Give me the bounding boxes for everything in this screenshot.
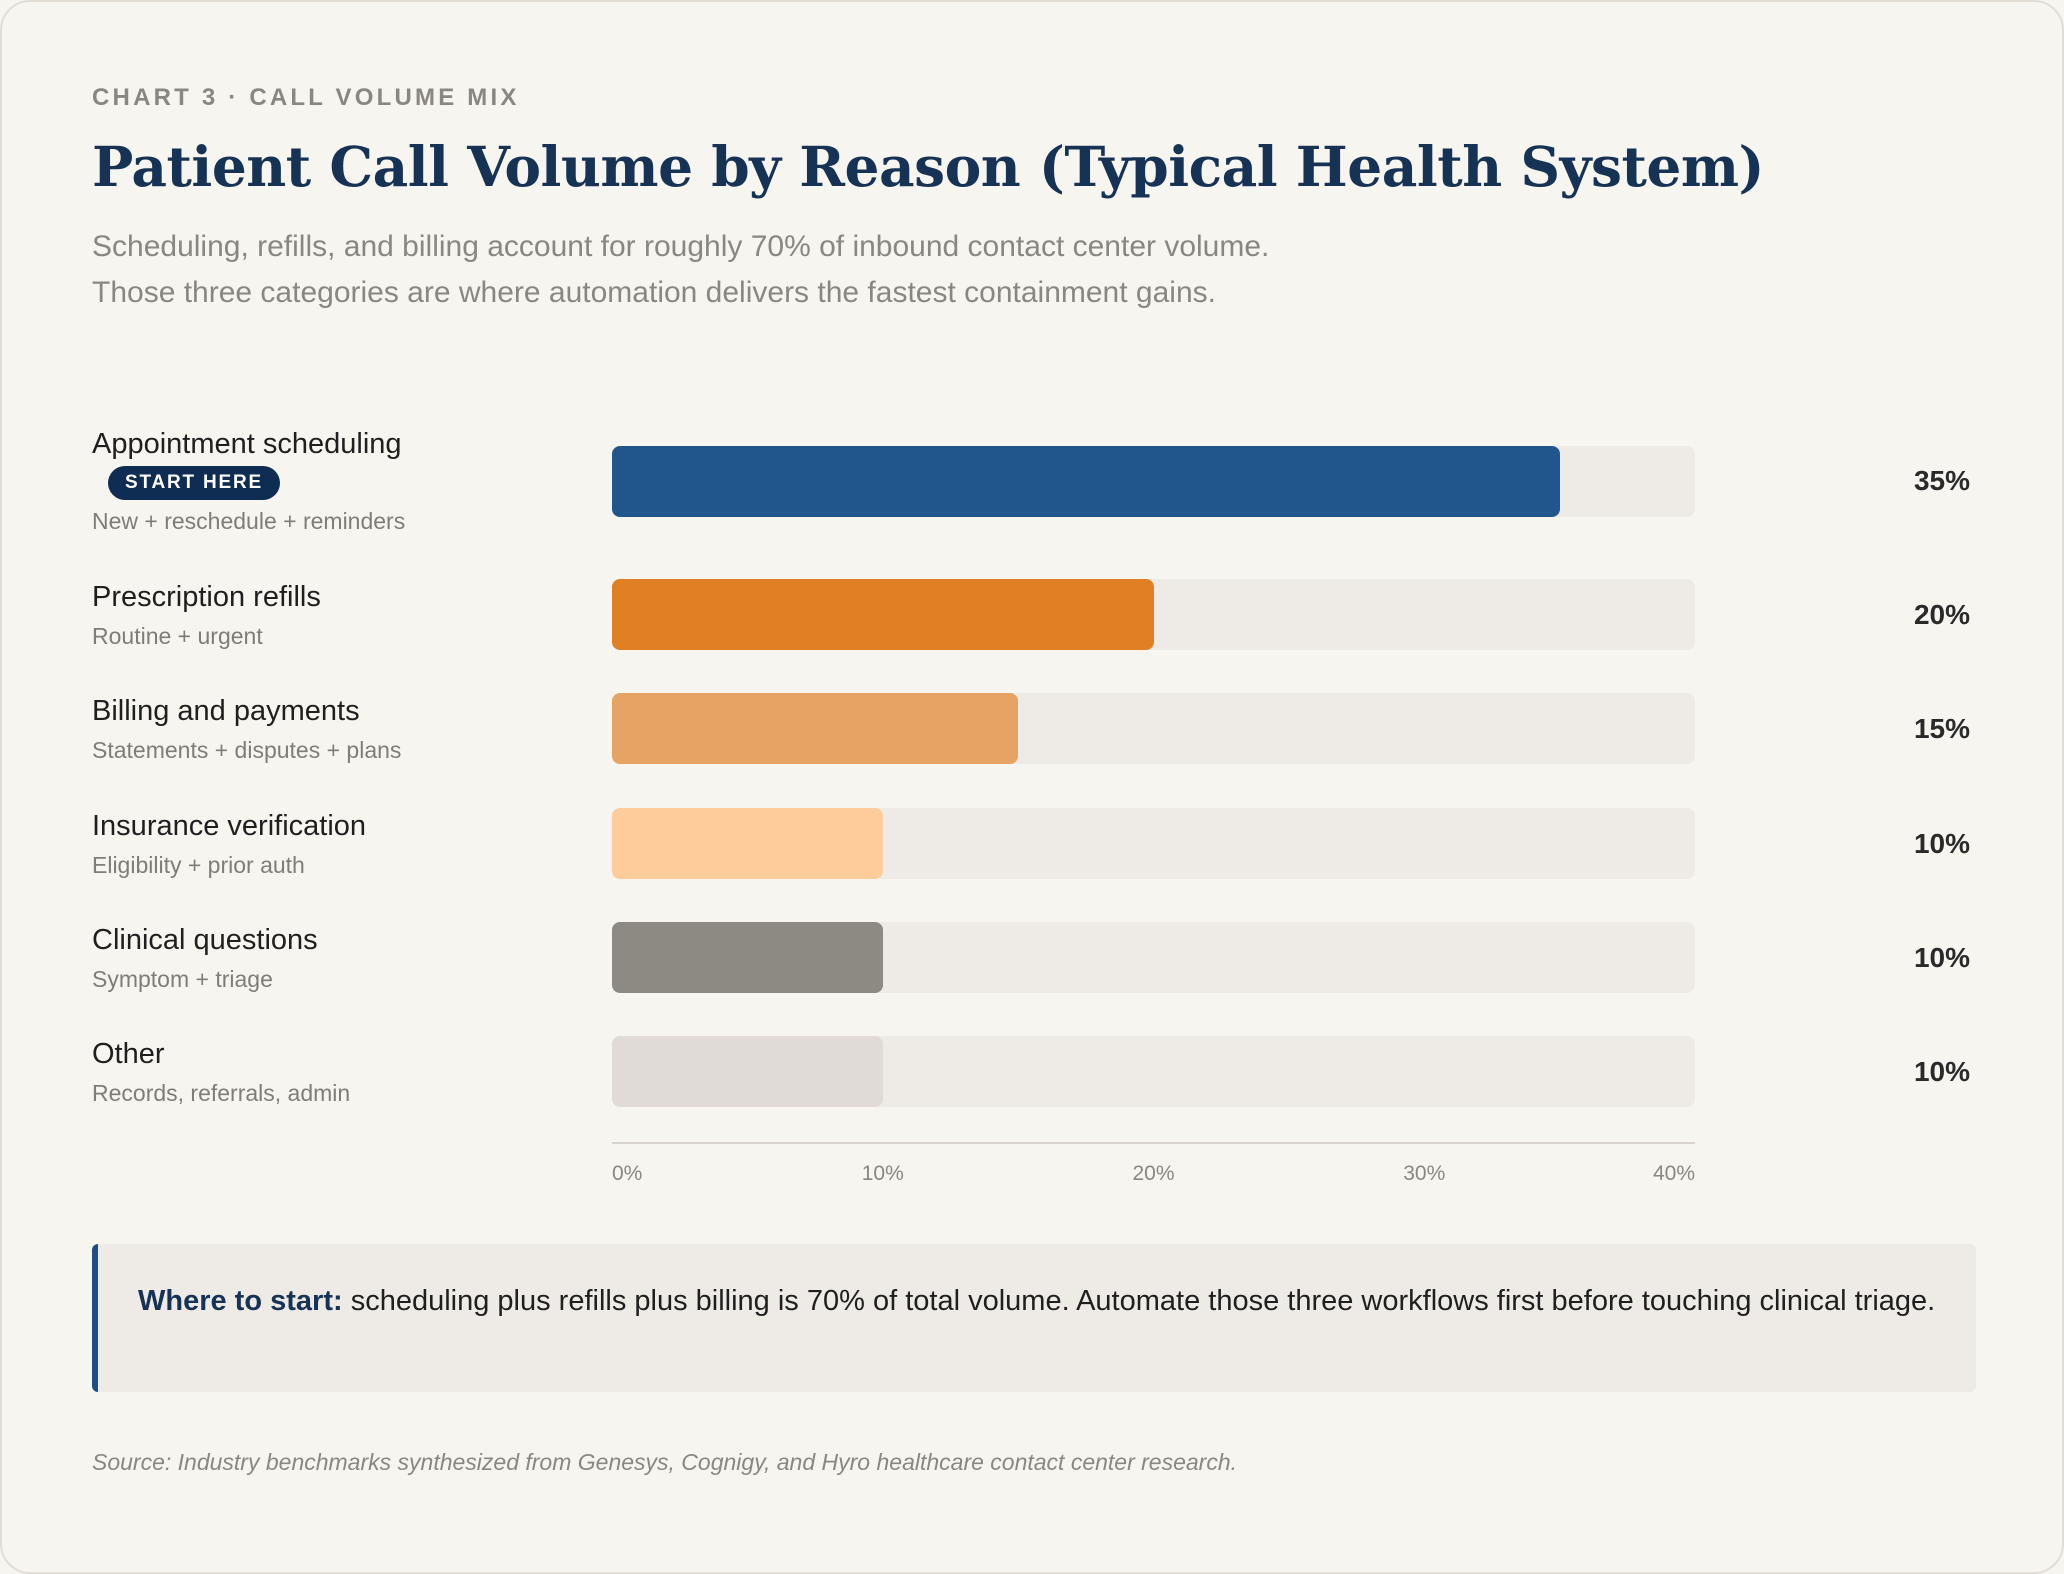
category-desc: Statements + disputes + plans [92, 737, 402, 763]
category-desc: Eligibility + prior auth [92, 852, 305, 878]
x-tick-label: 0% [612, 1162, 643, 1185]
bar-insurance-verification [612, 808, 883, 879]
callout-lead: Where to start: [138, 1285, 343, 1317]
value-label: 20% [1913, 599, 1970, 630]
source-note: Source: Industry benchmarks synthesized … [92, 1449, 1238, 1475]
bar-appointment-scheduling [612, 446, 1560, 517]
x-tick-label: 10% [861, 1162, 904, 1185]
row-label-clinical-questions: Clinical questions Symptom + triage [92, 922, 572, 994]
category-name: Clinical questions [92, 924, 318, 956]
bar-prescription-refills [612, 579, 1154, 650]
value-label: 10% [1913, 1056, 1970, 1087]
value-label: 10% [1913, 828, 1970, 859]
bar-track [612, 922, 1695, 993]
x-tick-label: 30% [1403, 1162, 1446, 1185]
callout-text: scheduling plus refills plus billing is … [342, 1285, 1936, 1317]
bar-billing-and-payments [612, 693, 1019, 764]
x-tick-label: 40% [1652, 1162, 1695, 1185]
category-desc: Records, referrals, admin [92, 1080, 351, 1106]
chart-title: Patient Call Volume by Reason (Typical H… [92, 134, 1765, 199]
value-label: 10% [1913, 942, 1970, 973]
row-label-insurance-verification: Insurance verification Eligibility + pri… [92, 808, 572, 880]
category-desc: Routine + urgent [92, 623, 263, 649]
category-desc: New + reschedule + reminders [92, 508, 406, 534]
bar-clinical-questions [612, 922, 883, 993]
bar-track [612, 693, 1695, 764]
row-label-billing-and-payments: Billing and payments Statements + disput… [92, 693, 572, 765]
row-label-appointment-scheduling: Appointment scheduling START HERE New + … [92, 426, 572, 536]
value-label: 35% [1913, 465, 1970, 496]
row-label-other: Other Records, referrals, admin [92, 1036, 572, 1108]
x-axis-line [612, 1142, 1695, 1144]
bar-track [612, 446, 1695, 517]
chart-subtitle: Scheduling, refills, and billing account… [92, 230, 1270, 309]
category-name: Insurance verification [92, 810, 367, 842]
category-name: Billing and payments [92, 695, 360, 727]
start-here-badge: START HERE [108, 466, 280, 500]
value-label: 15% [1913, 713, 1970, 744]
bar-track [612, 579, 1695, 650]
insight-callout: Where to start: scheduling plus refills … [92, 1244, 1976, 1392]
bar-track [612, 808, 1695, 879]
category-desc: Symptom + triage [92, 966, 273, 992]
chart-eyebrow: CHART 3 · CALL VOLUME MIX [92, 84, 520, 111]
category-name: Appointment scheduling [92, 428, 402, 460]
row-label-prescription-refills: Prescription refills Routine + urgent [92, 579, 572, 651]
category-name: Prescription refills [92, 581, 321, 613]
bar-other [612, 1036, 883, 1107]
x-tick-label: 20% [1132, 1162, 1175, 1185]
category-name: Other [92, 1038, 165, 1070]
bar-track [612, 1036, 1695, 1107]
